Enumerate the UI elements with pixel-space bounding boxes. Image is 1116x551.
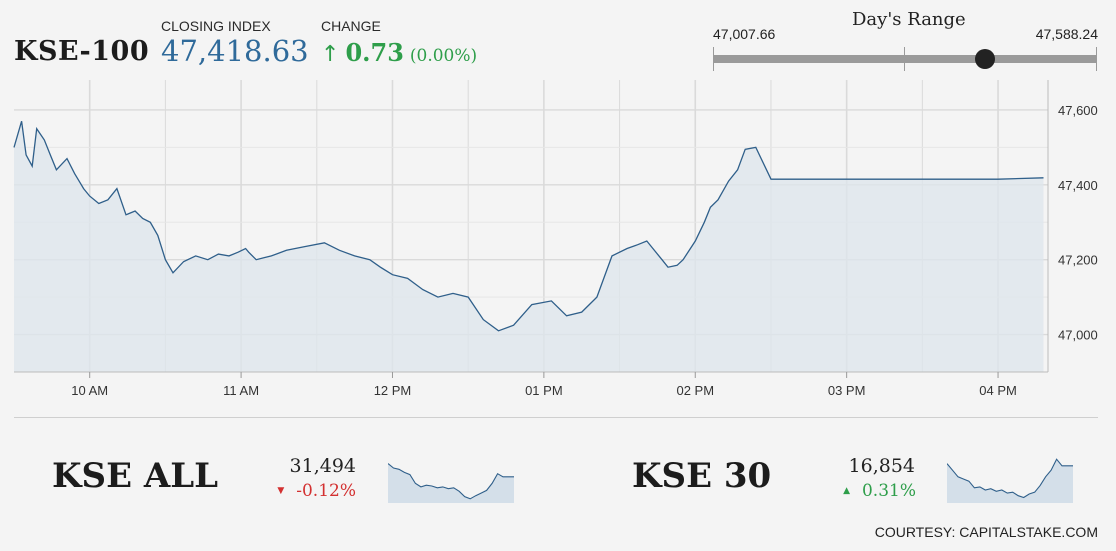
closing-index-label: CLOSING INDEX xyxy=(161,18,271,34)
x-tick-label: 11 AM xyxy=(223,383,259,398)
y-tick-label: 47,600 xyxy=(1058,103,1098,118)
x-tick-label: 10 AM xyxy=(71,383,108,398)
x-tick-label: 04 PM xyxy=(979,383,1017,398)
y-tick-label: 47,400 xyxy=(1058,178,1098,193)
kse-all-change: ▼ -0.12% xyxy=(260,481,356,501)
kse-30-change-value: 0.31% xyxy=(861,481,916,501)
kse-30-value: 16,854 xyxy=(848,455,915,477)
y-tick-label: 47,000 xyxy=(1058,328,1098,343)
courtesy-credit: COURTESY: CAPITALSTAKE.COM xyxy=(874,524,1098,540)
sparkline-area xyxy=(947,459,1073,503)
days-range-low: 47,007.66 xyxy=(713,26,776,42)
kse-30-name: KSE 30 xyxy=(632,456,772,496)
kse-30-sparkline xyxy=(947,458,1073,503)
triangle-down-icon: ▼ xyxy=(277,486,285,496)
range-tick xyxy=(1096,47,1097,71)
kse-30-change: ▲ 0.31% xyxy=(820,481,916,501)
sparkline-line xyxy=(947,458,1073,499)
kse-all-value: 31,494 xyxy=(289,455,356,477)
x-tick-label: 03 PM xyxy=(828,383,866,398)
x-tick-label: 12 PM xyxy=(374,383,412,398)
series-line xyxy=(13,121,1044,332)
index-name: KSE-100 xyxy=(14,36,150,67)
kse-all-sparkline xyxy=(388,463,514,503)
closing-index-value: 47,418.63 xyxy=(161,34,309,68)
range-marker-dot-icon xyxy=(975,49,995,69)
intraday-chart: 47,000 47,200 47,400 47,600 10 AM 11 AM 12 PM 0… xyxy=(13,80,1098,398)
sparkline-line xyxy=(388,463,514,500)
sparkline-area xyxy=(388,463,514,503)
x-tick-label: 01 PM xyxy=(525,383,563,398)
change-percent: (0.00%) xyxy=(409,46,478,66)
triangle-up-icon: ▲ xyxy=(843,486,850,496)
days-range-track xyxy=(713,55,1097,63)
divider xyxy=(14,417,1098,418)
y-tick-label: 47,200 xyxy=(1058,253,1098,268)
range-tick xyxy=(904,47,905,71)
x-tick-label: 02 PM xyxy=(676,383,714,398)
change-label: CHANGE xyxy=(321,18,381,34)
series-area xyxy=(14,121,1044,372)
change-row: ↑ 0.73 (0.00%) xyxy=(321,38,477,67)
change-value: 0.73 xyxy=(345,38,404,67)
days-range-high: 47,588.24 xyxy=(1035,26,1098,42)
arrow-up-icon: ↑ xyxy=(321,42,340,67)
kse-all-name: KSE ALL xyxy=(52,456,219,496)
kse-all-change-value: -0.12% xyxy=(296,481,356,501)
range-tick xyxy=(713,47,714,71)
days-range-title: Day's Range xyxy=(852,9,966,30)
